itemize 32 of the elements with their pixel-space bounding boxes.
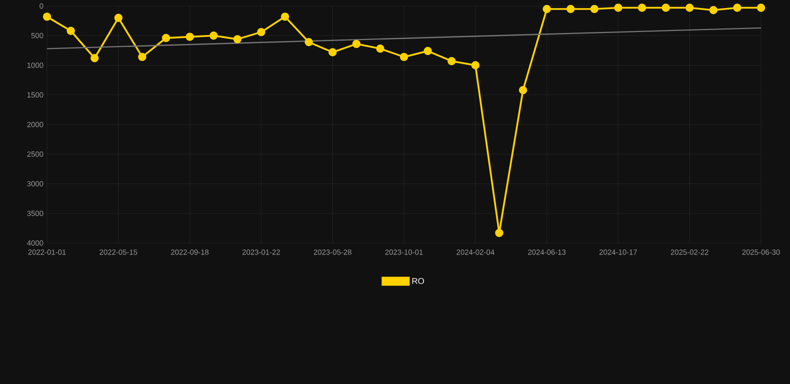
point (471, 61, 480, 70)
point (352, 40, 361, 48)
point (90, 54, 99, 62)
point (566, 4, 575, 14)
point (709, 6, 718, 14)
point (686, 4, 694, 12)
point (733, 4, 742, 12)
point (162, 34, 170, 42)
point (66, 26, 75, 35)
point (756, 4, 766, 12)
point (424, 46, 432, 56)
point (448, 57, 456, 66)
point (376, 44, 384, 53)
point (495, 228, 504, 238)
point (662, 4, 670, 12)
point (186, 32, 194, 41)
point (400, 52, 408, 62)
point (42, 12, 52, 21)
point (233, 35, 242, 44)
point (114, 14, 123, 22)
point (638, 4, 646, 12)
point (210, 32, 218, 40)
point (304, 38, 313, 46)
point (328, 48, 337, 56)
point (257, 28, 266, 36)
point (542, 4, 551, 14)
point (518, 86, 528, 94)
point (614, 4, 622, 12)
legend-label: RO (412, 278, 424, 284)
point (138, 52, 146, 62)
point (590, 4, 599, 14)
point (280, 12, 290, 21)
